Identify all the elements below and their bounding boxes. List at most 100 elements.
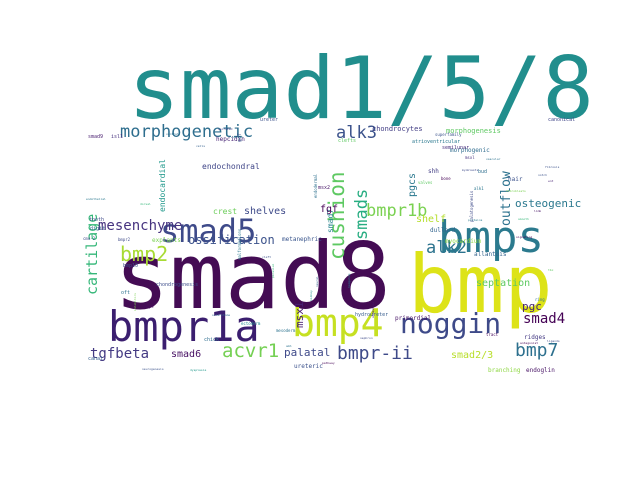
word-myocardium: myocardium xyxy=(445,238,482,245)
word-alk3: alk3 xyxy=(336,123,377,143)
word-secreted: secreted xyxy=(218,127,233,131)
word-ligands: ligands xyxy=(547,339,560,343)
word-fibrosis: fibrosis xyxy=(545,165,560,169)
word-notch: notch xyxy=(538,173,547,177)
word-smad8: smad8 xyxy=(114,223,391,330)
word-mesoderm: mesoderm xyxy=(276,328,296,333)
word-pgc: pgc xyxy=(522,300,542,313)
word-myoblasts: myoblasts xyxy=(462,168,478,172)
word-shh: shh xyxy=(428,168,439,175)
word-morphogenic: morphogenic xyxy=(450,147,490,154)
word-shelf: shelf xyxy=(416,214,446,225)
word-smooth: smooth xyxy=(518,217,529,221)
word-endoglin: endoglin xyxy=(526,367,555,374)
word-proteins: proteins xyxy=(468,218,483,222)
word-kidney: kidney xyxy=(309,290,313,301)
word-mesenchyme: mesenchyme xyxy=(98,218,182,234)
word-pgcs: pgcs xyxy=(407,173,418,197)
word-canonical: canonical xyxy=(548,117,575,123)
word-cushion: cushion xyxy=(325,171,349,260)
word-acvr1: acvr1 xyxy=(222,340,279,362)
word-osteogenic: osteogenic xyxy=(515,197,581,210)
word-canal: canal xyxy=(88,356,103,362)
word-bmp4: bmp4 xyxy=(292,301,384,345)
word-superfamily: superfamily xyxy=(435,132,462,137)
word-endochondral: endochondral xyxy=(202,162,260,171)
word-inhibitors: inhibitors xyxy=(133,293,137,311)
word-chick: chick xyxy=(204,337,219,343)
word-tract: tract xyxy=(486,332,499,337)
word-ureter: ureter xyxy=(260,117,278,123)
word-crest: crest xyxy=(213,207,237,216)
word-amh: amh xyxy=(286,344,292,348)
word-palate: palate xyxy=(232,135,243,139)
word-msx2: msx2 xyxy=(318,185,330,191)
word-sclerotome: sclerotome xyxy=(212,313,230,317)
word-morphogenesis: morphogenesis xyxy=(446,127,501,135)
word-atrioventricular: atrioventricular xyxy=(412,139,460,145)
word-cartilage: cartilage xyxy=(83,214,101,295)
word-allantois: allantois xyxy=(474,251,507,258)
word-primordial: primordial xyxy=(395,315,432,322)
word-nephron: nephron xyxy=(360,336,373,340)
word-outflow: outflow xyxy=(499,171,514,226)
word-oft: oft xyxy=(121,290,130,296)
word-smads: smads xyxy=(352,189,372,240)
word-bmp7: bmp7 xyxy=(515,340,558,361)
word-chondrocytes: chondrocytes xyxy=(372,125,423,133)
word-palatal: palatal xyxy=(284,346,330,359)
word-hydroureter: hydroureter xyxy=(355,312,388,318)
word-endocardial: endocardial xyxy=(158,159,167,212)
word-tgfbeta: tgfbeta xyxy=(90,346,149,362)
word-smad9: smad9 xyxy=(88,134,103,140)
word-noggin: noggin xyxy=(400,307,501,340)
word-alk2: alk2 xyxy=(426,238,467,258)
word-msxl: msxl xyxy=(465,155,475,160)
word-neurogenesis: neurogenesis xyxy=(142,367,164,371)
word-dysplasia: dysplasia xyxy=(190,368,206,372)
word-ring: ring xyxy=(535,297,545,302)
word-smad2-3: smad2/3 xyxy=(451,350,493,361)
word-vascular: vascular xyxy=(486,157,501,161)
word-neural: neural xyxy=(315,276,319,287)
word-signaling: signaling xyxy=(516,235,532,239)
word-morphogenetic: morphogenetic xyxy=(120,122,253,142)
word-bmp9: bmp9 xyxy=(144,304,154,309)
word-hedgehog: hedgehog xyxy=(347,273,351,288)
word-smad1-5-8: smad1/5/8 xyxy=(128,39,594,139)
word-shelves: shelves xyxy=(244,206,286,217)
word-branching: branching xyxy=(488,367,521,374)
word-cells: cells xyxy=(196,144,205,148)
word-bud: bud xyxy=(478,169,487,175)
word-bmps: bmps xyxy=(438,212,544,263)
word-bmpr-ii: bmpr-ii xyxy=(337,343,413,364)
word-metanephric: metanephric xyxy=(282,236,322,243)
word-bmpr2: bmpr2 xyxy=(118,237,131,242)
word-ureteric: ureteric xyxy=(294,363,323,370)
word-bmpr1a: bmpr1a xyxy=(108,302,260,351)
word-bmp10: bmp10 xyxy=(123,263,138,269)
word-explants: explants xyxy=(152,237,181,244)
word-bmp2: bmp2 xyxy=(120,242,168,266)
word-wnt: wnt xyxy=(548,179,554,183)
word-bmp: bmp xyxy=(408,238,553,331)
word-digit: digit xyxy=(90,226,105,232)
word-smad6: smad6 xyxy=(171,349,201,360)
word-ridges: ridges xyxy=(524,334,546,341)
word-anomalies: anomalies xyxy=(371,302,375,318)
word-semilunar: semilunar xyxy=(442,145,469,151)
word-ectoderm: ectoderm xyxy=(241,321,261,326)
word-septation: septation xyxy=(476,278,530,289)
word-smad4: smad4 xyxy=(523,311,565,327)
word-hair: hair xyxy=(508,176,523,183)
word-smad5: smad5 xyxy=(160,212,256,250)
word-bone: bone xyxy=(441,176,451,181)
word-cleft: cleft xyxy=(262,255,271,259)
word-valves: valves xyxy=(418,180,433,185)
word-palatogenesis: palatogenesis xyxy=(469,190,474,222)
word-chondrogenesis: chondrogenesis xyxy=(156,282,198,288)
word-bmpr1b: bmpr1b xyxy=(366,201,427,221)
word-alk1: alk1 xyxy=(474,186,484,191)
word-fgf: fgf xyxy=(320,204,338,215)
